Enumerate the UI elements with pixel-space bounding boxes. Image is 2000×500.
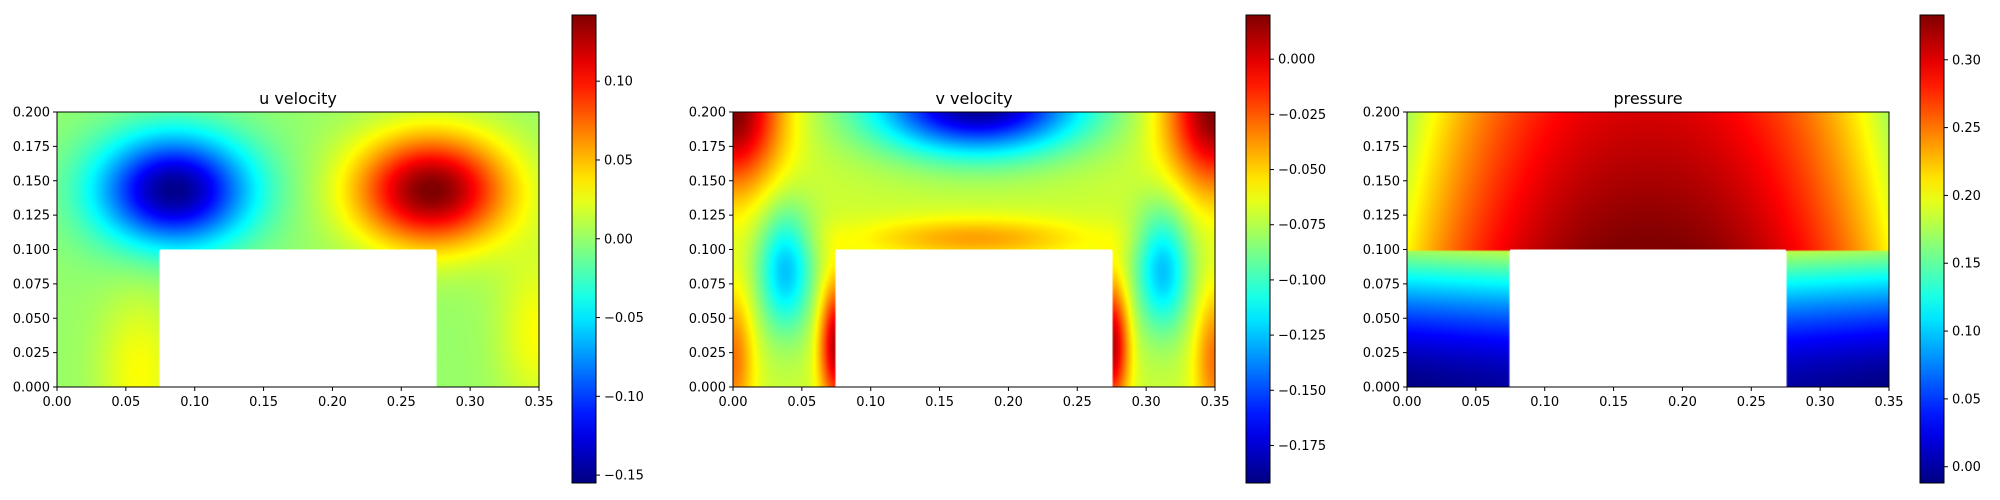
x-tick-label: 0.15 (249, 395, 278, 410)
y-tick-label: 0.000 (1363, 381, 1400, 396)
x-tick-label: 0.30 (1806, 395, 1835, 410)
x-tick-label: 0.00 (43, 395, 72, 410)
u-colorbar (571, 14, 597, 484)
colorbar-tick-label: 0.05 (604, 153, 633, 168)
colorbar-tick-label: 0.05 (1952, 392, 1981, 407)
y-tick-label: 0.075 (689, 277, 726, 292)
colorbar-tick-label: −0.100 (1278, 273, 1326, 288)
v-colorbar (1245, 14, 1271, 484)
x-tick-label: 0.25 (1737, 395, 1766, 410)
y-tick-label: 0.100 (13, 243, 50, 258)
x-tick-label: 0.30 (456, 395, 485, 410)
colorbar-tick-label: 0.20 (1952, 189, 1981, 204)
y-tick-label: 0.200 (1363, 106, 1400, 121)
x-tick-label: 0.20 (318, 395, 347, 410)
colorbar-tick-label: 0.30 (1952, 53, 1981, 68)
p-obstacle (1510, 249, 1786, 387)
x-tick-label: 0.10 (180, 395, 209, 410)
y-tick-label: 0.200 (13, 106, 50, 121)
x-tick-label: 0.35 (525, 395, 554, 410)
x-tick-label: 0.00 (1393, 395, 1422, 410)
x-tick-label: 0.10 (856, 395, 885, 410)
y-tick-label: 0.100 (1363, 243, 1400, 258)
y-tick-label: 0.200 (689, 106, 726, 121)
y-tick-label: 0.125 (1363, 209, 1400, 224)
x-tick-label: 0.25 (387, 395, 416, 410)
colorbar-tick-label: −0.05 (604, 311, 644, 326)
u-obstacle (160, 249, 436, 387)
y-tick-label: 0.175 (1363, 140, 1400, 155)
x-tick-label: 0.15 (1599, 395, 1628, 410)
colorbar-tick-label: 0.10 (1952, 325, 1981, 340)
x-tick-label: 0.05 (1461, 395, 1490, 410)
colorbar-tick-label: −0.025 (1278, 108, 1326, 123)
y-tick-label: 0.175 (689, 140, 726, 155)
y-tick-label: 0.025 (13, 346, 50, 361)
u-velocity-panel: u velocity 0.00 0.05 0.10 0.15 0.20 0.25 0.30 0… (13, 14, 644, 484)
x-tick-label: 0.10 (1530, 395, 1559, 410)
y-tick-label: 0.050 (13, 312, 50, 327)
colorbar-tick-label: 0.15 (1952, 257, 1981, 272)
colorbar-tick-label: 0.00 (1952, 460, 1981, 475)
colorbar-tick-label: 0.000 (1278, 53, 1315, 68)
y-tick-label: 0.000 (13, 381, 50, 396)
y-tick-label: 0.025 (689, 346, 726, 361)
colorbar-tick-label: −0.175 (1278, 439, 1326, 454)
x-tick-label: 0.05 (111, 395, 140, 410)
y-tick-label: 0.125 (13, 209, 50, 224)
x-tick-label: 0.35 (1875, 395, 1904, 410)
y-tick-label: 0.050 (1363, 312, 1400, 327)
v-obstacle (836, 249, 1112, 387)
v-velocity-panel: v velocity 0.00 0.05 0.10 0.15 0.20 0.25 0.30 0… (689, 14, 1326, 484)
y-tick-label: 0.000 (689, 381, 726, 396)
y-tick-label: 0.150 (689, 174, 726, 189)
x-tick-label: 0.15 (925, 395, 954, 410)
y-tick-label: 0.150 (13, 174, 50, 189)
x-tick-label: 0.20 (994, 395, 1023, 410)
x-tick-label: 0.20 (1668, 395, 1697, 410)
y-tick-label: 0.075 (1363, 277, 1400, 292)
colorbar-tick-label: 0.00 (604, 232, 633, 247)
y-tick-label: 0.075 (13, 277, 50, 292)
x-tick-label: 0.30 (1132, 395, 1161, 410)
y-tick-label: 0.125 (689, 209, 726, 224)
colorbar-tick-label: −0.125 (1278, 329, 1326, 344)
y-tick-label: 0.100 (689, 243, 726, 258)
colorbar-tick-label: −0.050 (1278, 163, 1326, 178)
x-tick-label: 0.00 (719, 395, 748, 410)
colorbar-tick-label: −0.15 (604, 469, 644, 484)
v-velocity-title: v velocity (935, 89, 1012, 108)
pressure-title: pressure (1613, 89, 1682, 108)
colorbar-tick-label: 0.10 (604, 75, 633, 90)
colorbar-tick-label: 0.25 (1952, 121, 1981, 136)
x-tick-label: 0.25 (1063, 395, 1092, 410)
y-tick-label: 0.050 (689, 312, 726, 327)
y-tick-label: 0.025 (1363, 346, 1400, 361)
u-velocity-title: u velocity (259, 89, 337, 108)
y-tick-label: 0.150 (1363, 174, 1400, 189)
colorbar-tick-label: −0.150 (1278, 384, 1326, 399)
colorbar-tick-label: −0.075 (1278, 218, 1326, 233)
colorbar-tick-label: −0.10 (604, 390, 644, 405)
x-tick-label: 0.05 (787, 395, 816, 410)
y-tick-label: 0.175 (13, 140, 50, 155)
x-tick-label: 0.35 (1201, 395, 1230, 410)
p-colorbar (1919, 14, 1945, 484)
pressure-panel: pressure 0.00 0.05 0.10 0.15 0.20 0.25 0.30 0.3… (1363, 14, 1981, 484)
